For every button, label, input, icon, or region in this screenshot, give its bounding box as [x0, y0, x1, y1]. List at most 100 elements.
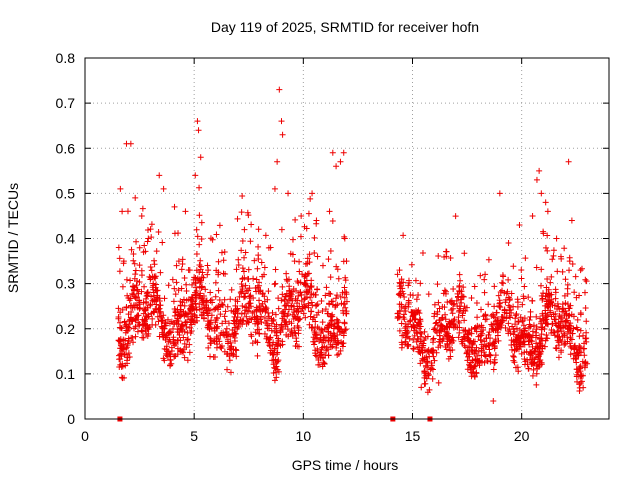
data-point [547, 279, 554, 286]
data-point [492, 336, 499, 343]
data-point [561, 330, 568, 337]
data-point [564, 301, 571, 308]
data-point [536, 315, 543, 322]
data-point [194, 275, 201, 282]
data-point [138, 212, 145, 219]
data-point [325, 256, 332, 263]
data-point [279, 315, 286, 322]
data-point [227, 339, 234, 346]
data-point [135, 319, 142, 326]
data-point [481, 352, 488, 359]
data-point [557, 253, 564, 260]
data-point [567, 334, 574, 341]
data-point [341, 319, 348, 326]
data-point [418, 384, 425, 391]
data-point [296, 268, 303, 275]
data-point [118, 374, 125, 381]
data-point [273, 360, 280, 367]
data-point [212, 279, 219, 286]
data-point [533, 176, 540, 183]
data-point [325, 337, 332, 344]
data-point [512, 315, 519, 322]
data-point [241, 254, 248, 261]
data-point [193, 250, 200, 257]
data-point [200, 301, 207, 308]
data-point [162, 334, 169, 341]
data-point [222, 318, 229, 325]
data-point [261, 293, 268, 300]
data-point [123, 276, 130, 283]
data-point [429, 346, 436, 353]
data-point [560, 306, 567, 313]
data-point [430, 335, 437, 342]
data-point [147, 301, 154, 308]
data-point [438, 327, 445, 334]
data-point [223, 332, 230, 339]
data-point [409, 292, 416, 299]
data-point [232, 302, 239, 309]
data-point [316, 337, 323, 344]
data-point [171, 312, 178, 319]
data-point [253, 307, 260, 314]
data-point [401, 293, 408, 300]
data-point [245, 307, 252, 314]
data-point [163, 352, 170, 359]
data-point [544, 293, 551, 300]
data-point [444, 299, 451, 306]
data-point [525, 294, 532, 301]
data-point [170, 298, 177, 305]
data-point [181, 354, 188, 361]
data-point [430, 339, 437, 346]
data-point [166, 351, 173, 358]
data-point [410, 345, 417, 352]
data-point [551, 329, 558, 336]
data-point [317, 334, 324, 341]
data-point [278, 226, 285, 233]
data-point [211, 327, 218, 334]
data-point [242, 282, 249, 289]
data-point [576, 348, 583, 355]
data-point [410, 346, 417, 353]
data-point [269, 357, 276, 364]
data-point [485, 331, 492, 338]
data-point [513, 310, 520, 317]
data-point [278, 118, 285, 125]
data-point [510, 357, 517, 364]
data-point [538, 335, 545, 342]
data-point [533, 326, 540, 333]
y-tick-label: 0.8 [56, 50, 76, 66]
data-point [245, 287, 252, 294]
data-point [494, 317, 501, 324]
data-point [128, 246, 135, 253]
data-point [531, 356, 538, 363]
data-point [307, 294, 314, 301]
data-point [443, 346, 450, 353]
data-point [512, 364, 519, 371]
data-point [518, 266, 525, 273]
data-point [341, 233, 348, 240]
data-point [491, 359, 498, 366]
data-point [566, 312, 573, 319]
data-point [318, 329, 325, 336]
data-point [264, 325, 271, 332]
data-points [115, 86, 591, 404]
data-point [262, 232, 269, 239]
data-point [140, 249, 147, 256]
data-point [273, 369, 280, 376]
data-point [431, 310, 438, 317]
data-point [455, 334, 462, 341]
data-point [157, 308, 164, 315]
data-point [493, 309, 500, 316]
data-point [256, 303, 263, 310]
data-point [490, 320, 497, 327]
y-tick-label: 0.3 [56, 276, 76, 292]
data-point [461, 327, 468, 334]
data-point [248, 316, 255, 323]
data-point [255, 226, 262, 233]
data-point [200, 315, 207, 322]
data-point [477, 272, 484, 279]
data-point [193, 267, 200, 274]
data-point [151, 257, 158, 264]
data-point [244, 209, 251, 216]
data-point [239, 238, 246, 245]
